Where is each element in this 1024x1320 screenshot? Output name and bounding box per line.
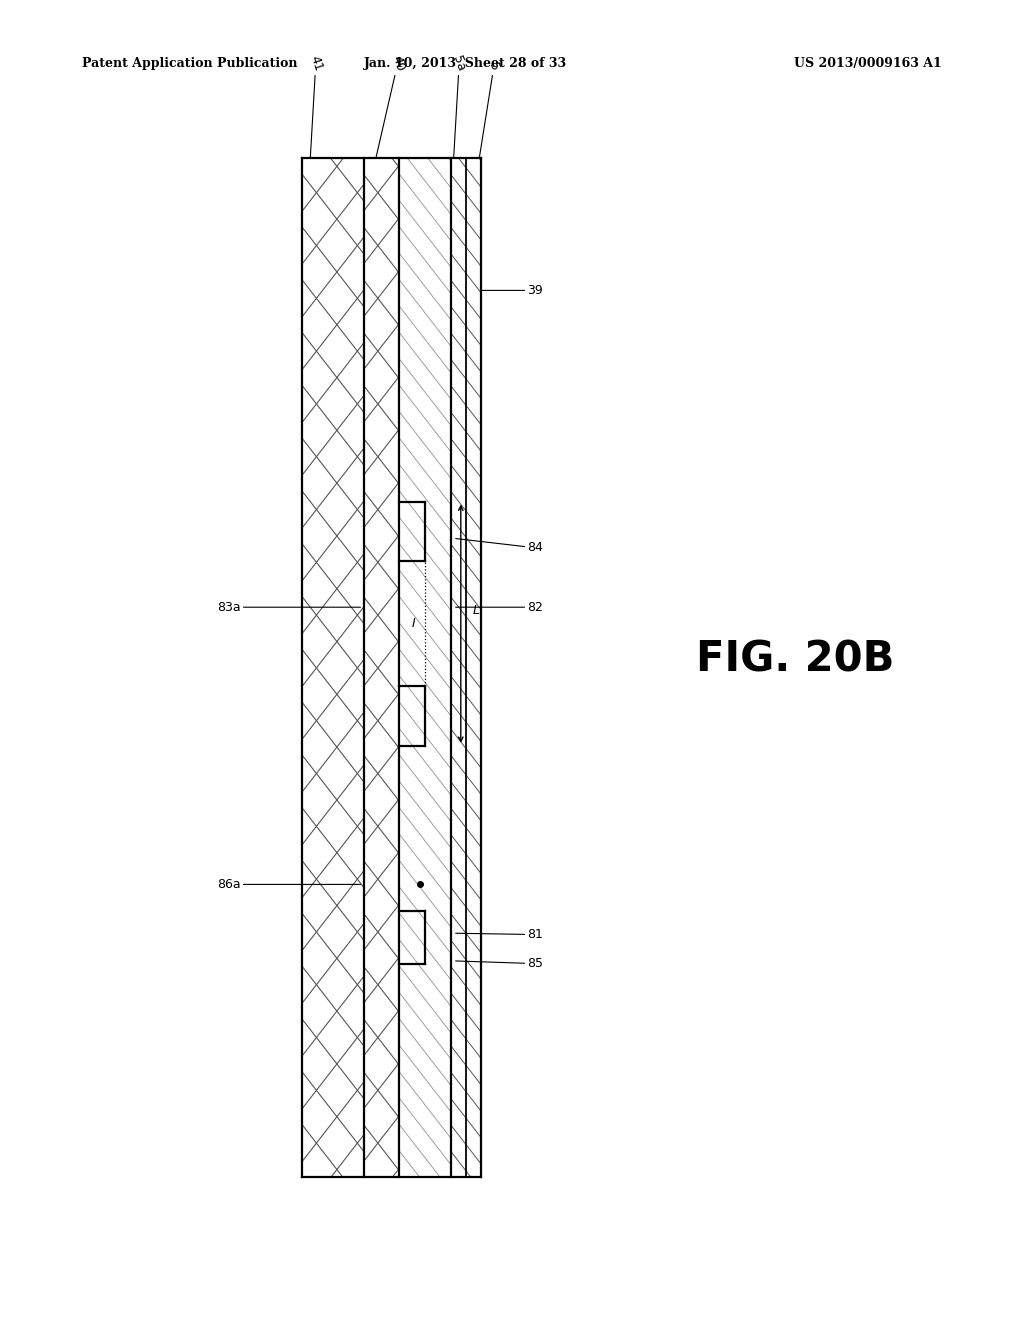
Text: L: L xyxy=(473,605,480,616)
Text: Jan. 10, 2013  Sheet 28 of 33: Jan. 10, 2013 Sheet 28 of 33 xyxy=(365,57,567,70)
Text: FIG. 20B: FIG. 20B xyxy=(696,639,895,681)
Text: 39: 39 xyxy=(481,284,543,297)
Text: 84: 84 xyxy=(456,539,544,554)
Text: 83a: 83a xyxy=(217,601,360,614)
Text: I: I xyxy=(412,618,416,630)
Text: 81: 81 xyxy=(456,928,544,941)
Text: US 2013/0009163 A1: US 2013/0009163 A1 xyxy=(795,57,942,70)
Text: 82: 82 xyxy=(456,601,544,614)
Text: 86a: 86a xyxy=(217,878,360,891)
Text: 40: 40 xyxy=(376,54,407,158)
Text: Patent Application Publication: Patent Application Publication xyxy=(82,57,297,70)
Text: 5: 5 xyxy=(479,61,501,158)
Text: 41: 41 xyxy=(307,54,325,158)
Text: 85: 85 xyxy=(456,957,544,970)
Text: 5a: 5a xyxy=(451,54,468,158)
